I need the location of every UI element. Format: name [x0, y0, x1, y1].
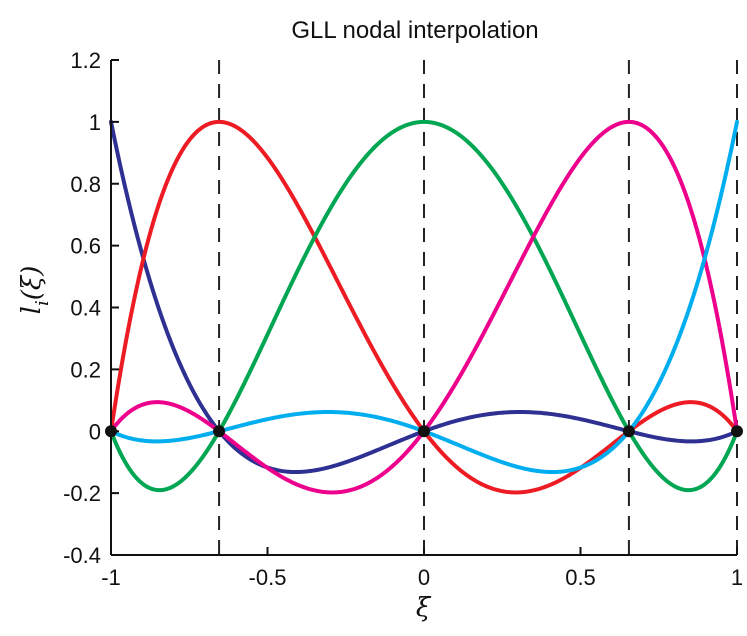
node-marker — [622, 425, 635, 438]
y-tick-label: 0.6 — [70, 234, 101, 259]
y-tick-label: -0.2 — [63, 481, 101, 506]
y-axis-label-sub: i — [32, 300, 53, 306]
y-tick-label: 0 — [89, 419, 101, 444]
series-line — [109, 119, 739, 493]
y-tick-label: 1.2 — [70, 48, 101, 73]
node-marker — [213, 425, 226, 438]
node-lines — [110, 60, 738, 555]
x-axis-label: ξ — [416, 593, 432, 623]
x-tick-label: 0.5 — [565, 565, 596, 590]
chart-title: GLL nodal interpolation — [291, 17, 538, 44]
x-tick-label: 0 — [418, 565, 430, 590]
ticks: -0.4 -0.2 0 0.2 0.4 0.6 0.8 1 1.2 -1 -0.5 0 0.5 1 — [63, 48, 743, 590]
y-axis-label: li(ξ) — [17, 266, 53, 315]
y-tick-label: -0.4 — [63, 543, 101, 568]
node-marker — [731, 425, 743, 438]
x-tick-label: 1 — [731, 565, 743, 590]
y-tick-label: 1 — [89, 110, 101, 135]
x-tick-label: -1 — [101, 565, 121, 590]
y-axis-label-main: l — [17, 306, 47, 314]
svg-text:li(ξ): li(ξ) — [17, 266, 53, 315]
y-tick-label: 0.8 — [70, 172, 101, 197]
y-tick-label: 0.4 — [70, 296, 101, 321]
y-tick-label: 0.2 — [70, 357, 101, 382]
x-tick-label: -0.5 — [249, 565, 287, 590]
node-marker — [418, 425, 430, 438]
y-axis-label-rest: (ξ) — [17, 266, 47, 301]
